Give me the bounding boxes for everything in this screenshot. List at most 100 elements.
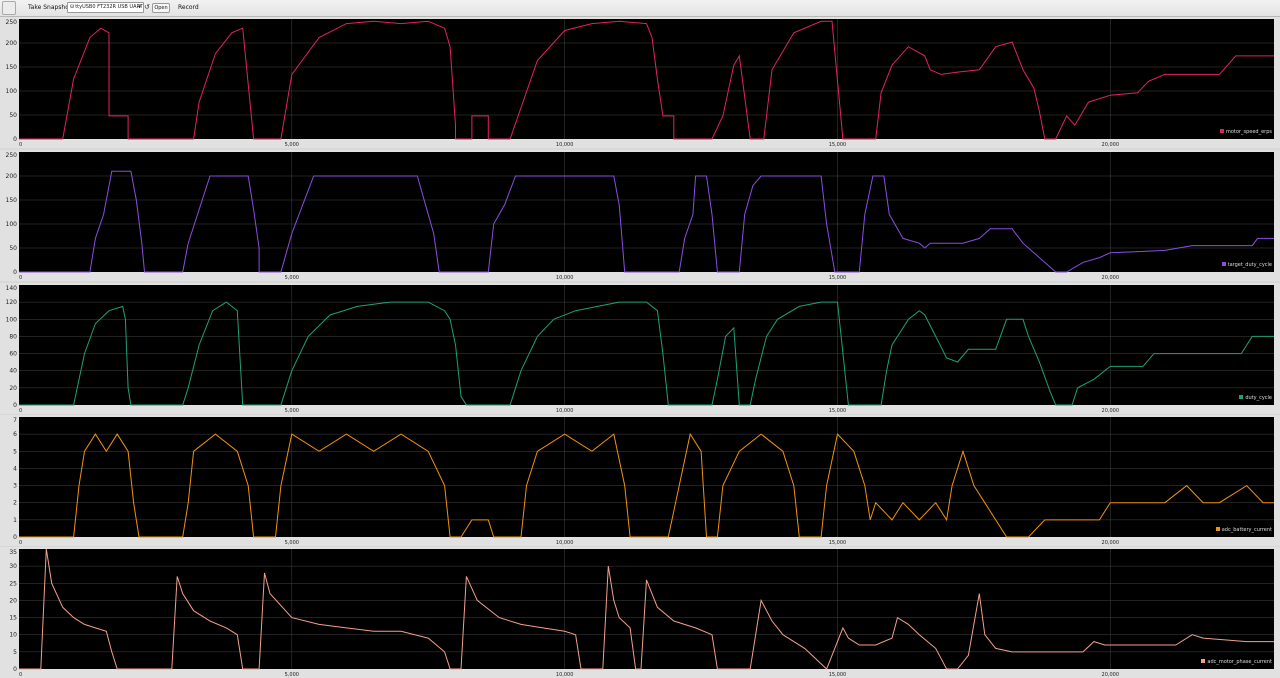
menu-icon[interactable] (2, 1, 16, 15)
plot-duty-cycle[interactable]: 0 20 40 60 80 100 120 140 0 5,000 10,000 15,000 20,0… (0, 283, 1280, 414)
x-tick-label: 0 (19, 275, 22, 281)
x-tick-label: 5,000 (285, 672, 299, 678)
y-tick-label: 140 (6, 285, 18, 292)
series-line (19, 301, 1274, 406)
x-tick-label: 15,000 (829, 540, 847, 546)
x-tick-label: 10,000 (556, 672, 574, 678)
legend-label: target_duty_cycle (1227, 262, 1272, 268)
usb-icon: ⛁ (70, 4, 75, 10)
x-tick-label: 0 (19, 408, 22, 414)
chart-svg: 0 5 10 15 20 25 30 35 0 5,000 10,000 15,000 20,000 (9, 548, 1274, 678)
chart-svg: 0 50 100 150 200 250 0 5,000 10,000 15,000 20,000 (6, 19, 1274, 148)
x-tick-label: 20,000 (1102, 408, 1120, 414)
legend: target_duty_cycle (1221, 262, 1272, 268)
y-tick-label: 150 (6, 64, 18, 71)
take-snapshot-button[interactable]: Take Snapshot (28, 4, 72, 11)
y-tick-label: 0 (13, 666, 17, 673)
legend-swatch (1201, 659, 1206, 663)
y-tick-label: 2 (13, 500, 17, 507)
y-tick-label: 35 (9, 549, 17, 556)
x-tick-label: 10,000 (556, 142, 574, 148)
series-line (19, 20, 1274, 140)
y-tick-label: 200 (6, 40, 18, 47)
plot-motor-speed-erps[interactable]: 0 50 100 150 200 250 0 5,000 10,000 15,000 20,000 … (0, 17, 1280, 148)
refresh-icon[interactable]: ↺ (144, 3, 150, 11)
legend-swatch (1219, 129, 1224, 133)
y-tick-label: 5 (13, 448, 17, 455)
plot-adc-battery-current[interactable]: 0 1 2 3 4 5 6 7 0 5,000 10,000 15,000 20,000 adc_bat… (0, 415, 1280, 546)
x-tick-label: 15,000 (829, 275, 847, 281)
x-tick-label: 5,000 (285, 408, 299, 414)
x-tick-label: 20,000 (1102, 142, 1120, 148)
y-tick-label: 60 (9, 351, 17, 358)
legend: motor_speed_erps (1219, 129, 1272, 135)
plot-target-duty-cycle[interactable]: 0 50 100 150 200 250 0 5,000 10,000 15,000 20,000 … (0, 150, 1280, 281)
legend: duty_cycle (1239, 395, 1272, 401)
chart-svg: 0 20 40 60 80 100 120 140 0 5,000 10,000 15,000 20,0… (6, 285, 1274, 414)
plot-area (19, 152, 1274, 272)
x-tick-label: 0 (19, 540, 22, 546)
x-tick-label: 20,000 (1102, 672, 1120, 678)
open-button[interactable]: Open (152, 3, 170, 13)
x-tick-label: 5,000 (285, 540, 299, 546)
chart-svg: 0 50 100 150 200 250 0 5,000 10,000 15,000 20,000 (6, 152, 1274, 281)
record-button[interactable]: Record (178, 4, 199, 11)
y-tick-label: 100 (6, 316, 18, 323)
series-line (19, 548, 1274, 670)
y-tick-label: 120 (6, 299, 18, 306)
y-tick-label: 0 (13, 269, 17, 276)
y-tick-label: 25 (9, 580, 17, 587)
y-tick-label: 20 (9, 597, 17, 604)
plot-area (19, 285, 1274, 405)
x-tick-label: 10,000 (556, 540, 574, 546)
y-tick-label: 40 (9, 368, 17, 375)
plot-adc-motor-phase-current[interactable]: 0 5 10 15 20 25 30 35 0 5,000 10,000 15,000 20,000 a… (0, 547, 1280, 678)
chart-svg: 0 1 2 3 4 5 6 7 0 5,000 10,000 15,000 20,000 (13, 417, 1274, 546)
y-tick-label: 250 (6, 152, 18, 159)
y-tick-label: 50 (9, 112, 17, 119)
legend-label: motor_speed_erps (1225, 129, 1272, 135)
legend-label: adc_battery_current (1221, 527, 1272, 533)
y-tick-label: 100 (6, 221, 18, 228)
series-line (19, 170, 1274, 273)
x-tick-label: 20,000 (1102, 540, 1120, 546)
plot-area (19, 417, 1274, 537)
y-tick-label: 20 (9, 385, 17, 392)
x-tick-label: 5,000 (285, 275, 299, 281)
x-tick-label: 10,000 (556, 408, 574, 414)
y-tick-label: 150 (6, 197, 18, 204)
legend-label: duty_cycle (1245, 395, 1272, 401)
legend: adc_battery_current (1215, 527, 1272, 533)
x-tick-label: 0 (19, 142, 22, 148)
x-tick-label: 15,000 (829, 672, 847, 678)
y-tick-label: 0 (13, 136, 17, 143)
legend: adc_motor_phase_current (1201, 659, 1272, 665)
y-tick-label: 6 (13, 431, 17, 438)
y-tick-label: 80 (9, 333, 17, 340)
x-tick-label: 15,000 (829, 408, 847, 414)
y-tick-label: 10 (9, 632, 17, 639)
y-tick-label: 30 (9, 563, 17, 570)
serial-port-value: ttyUSB0 FT232R USB UART (75, 4, 143, 10)
plot-area (19, 549, 1274, 669)
y-tick-label: 7 (13, 417, 17, 424)
legend-label: adc_motor_phase_current (1207, 659, 1272, 665)
y-tick-label: 0 (13, 534, 17, 541)
y-tick-label: 250 (6, 19, 18, 26)
x-tick-label: 10,000 (556, 275, 574, 281)
chevron-down-icon: ▾ (138, 4, 141, 10)
y-tick-label: 15 (9, 615, 17, 622)
y-tick-label: 100 (6, 88, 18, 95)
serial-port-select[interactable]: ⛁ttyUSB0 FT232R USB UART ▾ (67, 2, 144, 13)
y-tick-label: 50 (9, 245, 17, 252)
x-tick-label: 20,000 (1102, 275, 1120, 281)
legend-swatch (1215, 527, 1220, 531)
x-tick-label: 15,000 (829, 142, 847, 148)
y-tick-label: 4 (13, 465, 17, 472)
y-tick-label: 3 (13, 483, 17, 490)
x-tick-label: 5,000 (285, 142, 299, 148)
y-tick-label: 0 (13, 402, 17, 409)
toolbar: Take Snapshot ⛁ttyUSB0 FT232R USB UART ▾… (0, 0, 1280, 17)
y-tick-label: 5 (13, 649, 17, 656)
legend-swatch (1239, 395, 1244, 399)
